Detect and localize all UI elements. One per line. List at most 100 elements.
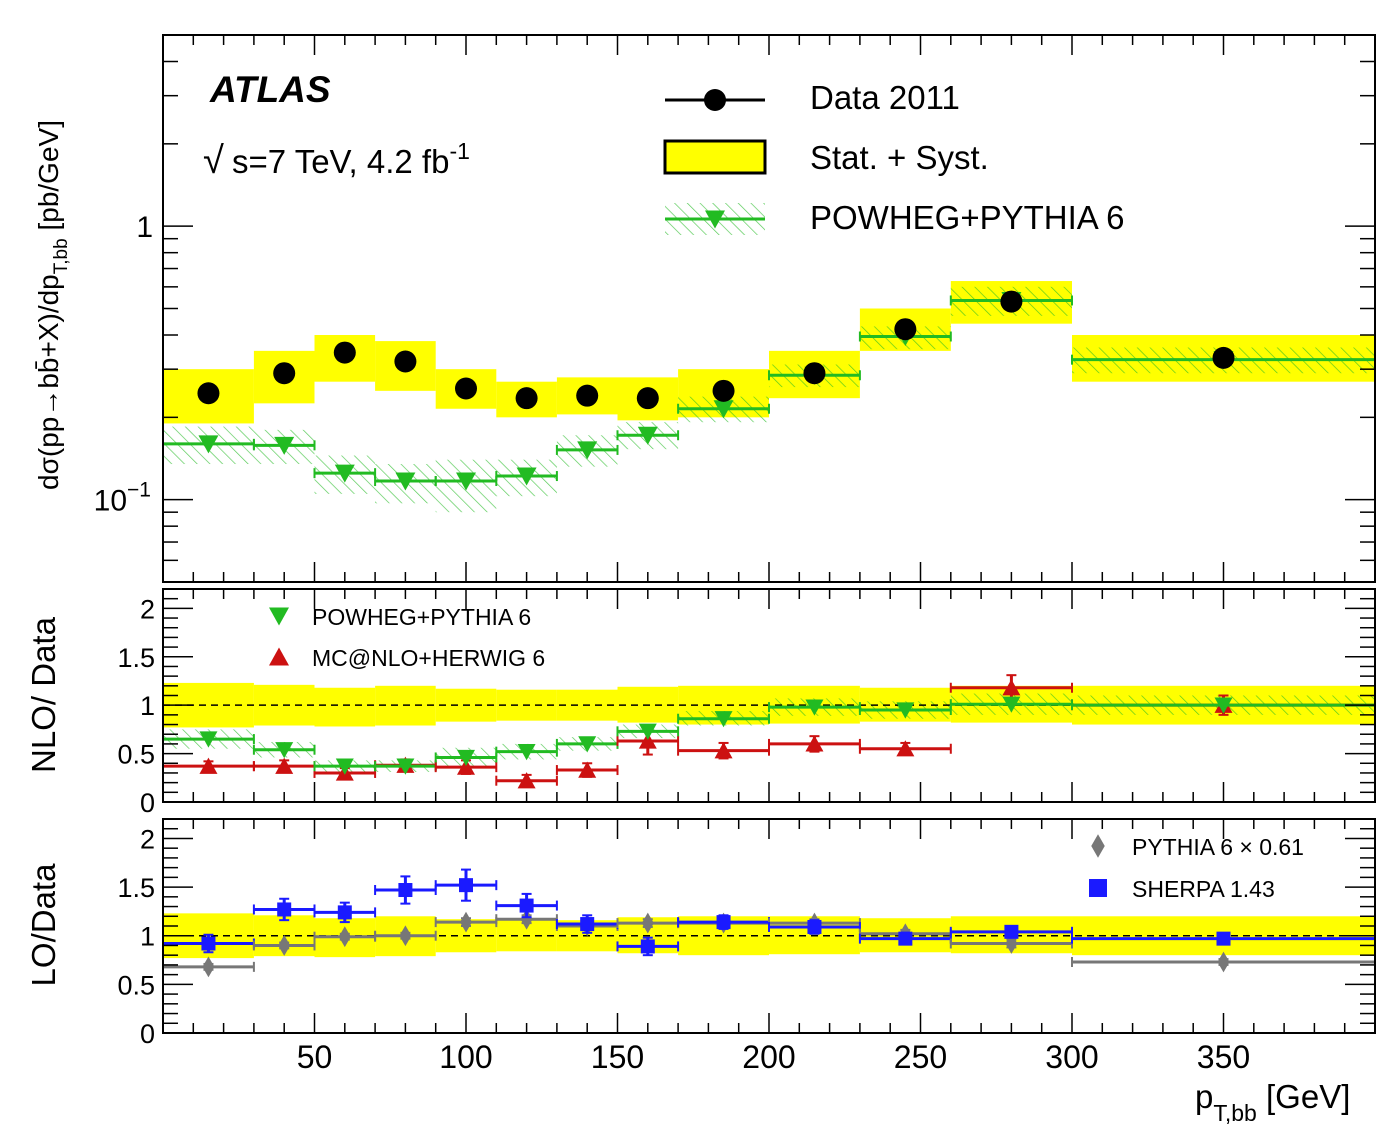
top-powheg-point-0 xyxy=(198,435,219,454)
top-ytick-label-1: 1 xyxy=(136,211,153,244)
top-y-axis-title-unit: [pb/GeV] xyxy=(33,120,64,238)
top-ytick-label-0p1: 10−1 xyxy=(94,479,151,518)
bot-pythia-point-12 xyxy=(1217,951,1230,973)
top-powheg-point-3 xyxy=(395,472,416,491)
bot-pythia-point-5 xyxy=(520,908,533,930)
top-powheg-point-6 xyxy=(577,441,598,460)
top-data-point-0 xyxy=(197,382,220,405)
x-axis-title: pT,bb [GeV] xyxy=(1195,1078,1350,1126)
bot-sherpa-point-0 xyxy=(201,936,216,951)
top-data-point-7 xyxy=(636,387,659,410)
legend-mid-powheg-label: POWHEG+PYTHIA 6 xyxy=(312,604,531,630)
mid-band-bin-2 xyxy=(314,687,376,727)
top-powheg-point-7 xyxy=(637,426,658,445)
top-frame xyxy=(162,34,1376,583)
mid-powheg-point-8 xyxy=(714,711,733,728)
mid-mcatnlo-point-5 xyxy=(517,772,536,789)
legend-mid-mcatnlo-label: MC@NLO+HERWIG 6 xyxy=(312,645,545,671)
mid-mcatnlo-point-4 xyxy=(457,758,475,775)
bot-y-axis-title: LO/Data xyxy=(25,863,62,987)
mid-ytick-label: 1.5 xyxy=(117,643,155,673)
mid-powheg-point-6 xyxy=(578,736,597,753)
atlas-label: ATLAS xyxy=(209,69,331,110)
mid-mcatnlo-point-11 xyxy=(1002,679,1021,696)
bot-pythia-point-1 xyxy=(278,935,291,956)
x-axis-title-main: p xyxy=(1195,1078,1213,1115)
top-y-axis-title: dσ(pp→bb̄+X)/dpT,bb [pb/GeV] xyxy=(33,120,72,490)
mid-mcatnlo-point-6 xyxy=(578,761,597,778)
bot-sherpa-point-2 xyxy=(337,905,352,920)
x-tick-label: 100 xyxy=(439,1039,492,1075)
mid-powheg-point-11 xyxy=(1002,696,1021,713)
mid-mcatnlo-point-1 xyxy=(275,757,294,774)
sqrt-symbol: √ xyxy=(203,140,224,182)
mid-ytick-label: 2 xyxy=(140,594,155,624)
mid-mcatnlo-point-10 xyxy=(896,740,915,757)
bot-pythia-point-7 xyxy=(641,912,654,934)
energy-lumi-label: s=7 TeV, 4.2 fb-1 xyxy=(232,138,470,180)
mid-powheg-point-1 xyxy=(275,742,294,759)
top-powheg-point-8 xyxy=(713,400,734,419)
top-data-point-12 xyxy=(1212,346,1235,369)
lumi-exponent: -1 xyxy=(449,138,469,164)
bot-sherpa-point-6 xyxy=(580,917,595,932)
bot-ytick-label: 2 xyxy=(140,824,155,854)
mid-mcatnlo-point-9 xyxy=(805,735,824,752)
mid-mcatnlo-point-8 xyxy=(714,742,733,759)
mid-powheg-point-9 xyxy=(805,699,824,716)
bot-sherpa-point-5 xyxy=(519,898,534,913)
x-tick-label: 200 xyxy=(742,1039,795,1075)
top-ytick-label-exp: −1 xyxy=(127,479,151,502)
top-powheg-point-5 xyxy=(516,467,537,486)
x-tick-label: 250 xyxy=(894,1039,947,1075)
legend-top-band-swatch xyxy=(663,139,767,175)
mid-powheg-point-4 xyxy=(457,749,475,767)
bot-pythia-point-4 xyxy=(460,911,472,933)
x-axis-title-unit: [GeV] xyxy=(1257,1078,1351,1115)
legend-top-data-label: Data 2011 xyxy=(810,79,960,116)
bot-sherpa-point-9 xyxy=(807,919,822,934)
top-data-point-9 xyxy=(803,362,826,385)
top-data-point-10 xyxy=(894,318,917,341)
x-tick-label: 300 xyxy=(1045,1039,1098,1075)
bot-sherpa-point-12 xyxy=(1216,931,1231,946)
top-y-axis-title-sub: T,bb xyxy=(51,238,72,274)
x-axis-title-sub: T,bb xyxy=(1213,1100,1256,1126)
legend-top-band-label: Stat. + Syst. xyxy=(810,139,989,176)
top-data-point-11 xyxy=(1000,290,1023,313)
top-powheg-point-2 xyxy=(334,464,355,483)
top-powheg-point-1 xyxy=(274,436,295,455)
legend-mid-mcatnlo-marker xyxy=(269,647,289,666)
mid-powheg-point-12 xyxy=(1214,697,1233,714)
legend-bot-sherpa-label: SHERPA 1.43 xyxy=(1132,876,1275,902)
top-data-point-1 xyxy=(273,362,296,385)
energy-text: s=7 TeV, 4.2 fb xyxy=(232,143,449,180)
legend-top-powheg-label: POWHEG+PYTHIA 6 xyxy=(810,199,1125,236)
bot-sherpa-point-4 xyxy=(459,878,473,893)
top-powheg-point-4 xyxy=(456,472,476,491)
legend-top-powheg-marker xyxy=(705,210,725,229)
mid-ytick-label: 0 xyxy=(140,788,155,818)
bot-sherpa-point-10 xyxy=(898,931,913,946)
bot-pythia-point-3 xyxy=(399,925,412,947)
top-data-point-5 xyxy=(515,387,538,410)
top-data-point-8 xyxy=(712,379,735,402)
legend-mid-powheg-marker xyxy=(269,607,289,626)
bot-pythia-point-2 xyxy=(338,926,351,948)
mid-mcatnlo-point-7 xyxy=(638,732,657,749)
mid-powheg-point-0 xyxy=(199,731,218,748)
mid-ytick-label: 1 xyxy=(140,691,155,721)
top-ytick-label-base: 10 xyxy=(94,485,127,518)
bot-ytick-label: 0 xyxy=(140,1019,155,1049)
mid-powheg-point-7 xyxy=(638,723,657,740)
bot-ytick-label: 0.5 xyxy=(117,970,155,1000)
mid-powheg-point-2 xyxy=(335,758,354,775)
top-data-point-2 xyxy=(333,341,356,364)
top-data-point-4 xyxy=(455,377,477,400)
mid-y-axis-title: NLO/ Data xyxy=(25,616,62,773)
legend-bot-pythia-label: PYTHIA 6 × 0.61 xyxy=(1132,834,1304,860)
bot-sherpa-point-8 xyxy=(716,915,731,930)
top-data-point-6 xyxy=(576,384,599,407)
